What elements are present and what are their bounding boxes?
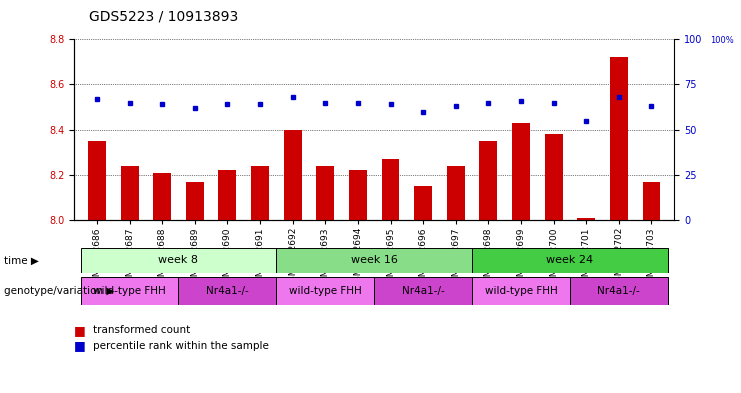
Bar <box>577 218 595 220</box>
Bar <box>610 57 628 220</box>
Bar <box>512 123 530 220</box>
Text: ■: ■ <box>74 323 86 337</box>
Bar <box>81 277 179 305</box>
Bar <box>545 134 562 220</box>
Bar <box>447 166 465 220</box>
Bar <box>284 130 302 220</box>
Text: wild-type FHH: wild-type FHH <box>485 286 557 296</box>
Bar <box>276 277 374 305</box>
Bar <box>179 277 276 305</box>
Text: week 16: week 16 <box>350 255 398 265</box>
Bar <box>276 248 472 273</box>
Bar <box>382 159 399 220</box>
Text: wild-type FHH: wild-type FHH <box>289 286 362 296</box>
Text: time ▶: time ▶ <box>4 255 39 265</box>
Bar <box>88 141 106 220</box>
Bar <box>642 182 660 220</box>
Bar <box>186 182 204 220</box>
Text: week 8: week 8 <box>159 255 199 265</box>
Bar <box>251 166 269 220</box>
Text: genotype/variation ▶: genotype/variation ▶ <box>4 286 114 296</box>
Bar <box>570 277 668 305</box>
Bar <box>414 186 432 220</box>
Text: Nr4a1-/-: Nr4a1-/- <box>402 286 445 296</box>
Bar <box>153 173 171 220</box>
Y-axis label: 100%: 100% <box>711 36 734 45</box>
Text: percentile rank within the sample: percentile rank within the sample <box>93 341 268 351</box>
Text: week 24: week 24 <box>546 255 594 265</box>
Bar <box>316 166 334 220</box>
Text: transformed count: transformed count <box>93 325 190 335</box>
Bar <box>81 248 276 273</box>
Text: GDS5223 / 10913893: GDS5223 / 10913893 <box>89 9 238 24</box>
Bar <box>374 277 472 305</box>
Bar <box>472 248 668 273</box>
Text: ■: ■ <box>74 339 86 353</box>
Bar <box>472 277 570 305</box>
Bar <box>479 141 497 220</box>
Text: Nr4a1-/-: Nr4a1-/- <box>597 286 640 296</box>
Bar <box>219 170 236 220</box>
Text: Nr4a1-/-: Nr4a1-/- <box>206 286 249 296</box>
Bar <box>349 170 367 220</box>
Bar <box>121 166 139 220</box>
Text: wild-type FHH: wild-type FHH <box>93 286 166 296</box>
